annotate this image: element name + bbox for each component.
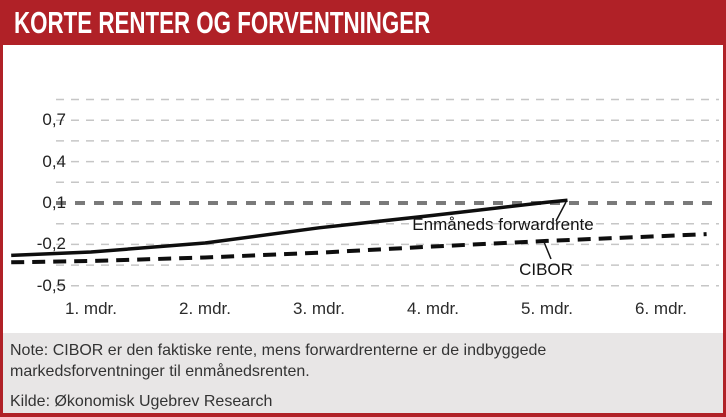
line-chart	[11, 98, 719, 287]
x-tick-label: 2. mdr.	[179, 299, 231, 318]
x-tick-label: 6. mdr.	[635, 299, 687, 318]
note-line-2: markedsforventninger til enmånedsrenten.	[10, 363, 310, 380]
y-tick-label: -0,5	[36, 275, 66, 295]
y-tick-label: 0,7	[42, 110, 66, 130]
x-tick-label: 5. mdr.	[521, 299, 573, 318]
cibor-series-label: CIBOR	[519, 260, 573, 279]
note-line-1: Note: CIBOR er den faktiske rente, mens …	[10, 342, 547, 359]
note-block: Note: CIBOR er den faktiske rente, mens …	[10, 340, 716, 382]
footer-notes: Note: CIBOR er den faktiske rente, mens …	[3, 333, 723, 413]
forwardrente-leader-line	[555, 201, 567, 222]
cibor-leader-line	[543, 241, 552, 260]
figure-title: KORTE RENTER OG FORVENTNINGER	[14, 4, 431, 40]
source-line: Kilde: Økonomisk Ugebrev Research	[10, 393, 273, 410]
series-line-cibor	[11, 232, 707, 265]
y-tick-label: 0,1	[42, 193, 66, 212]
title-banner: KORTE RENTER OG FORVENTNINGER	[3, 0, 723, 45]
y-tick-label: -0,2	[36, 234, 66, 254]
x-tick-label: 4. mdr.	[407, 299, 459, 318]
series-line-forwardrente	[11, 198, 568, 258]
forwardrente-series-label: Enmåneds forwardrente	[412, 215, 594, 234]
x-tick-label: 1. mdr.	[65, 299, 117, 318]
x-tick-label: 3. mdr.	[293, 299, 345, 318]
y-tick-label: 0,4	[42, 151, 66, 171]
chart-area: 0,7 0,4 0,1 -0,2 -0,5 1. mdr. 2. mdr. 3. mdr. 4…	[3, 45, 723, 330]
